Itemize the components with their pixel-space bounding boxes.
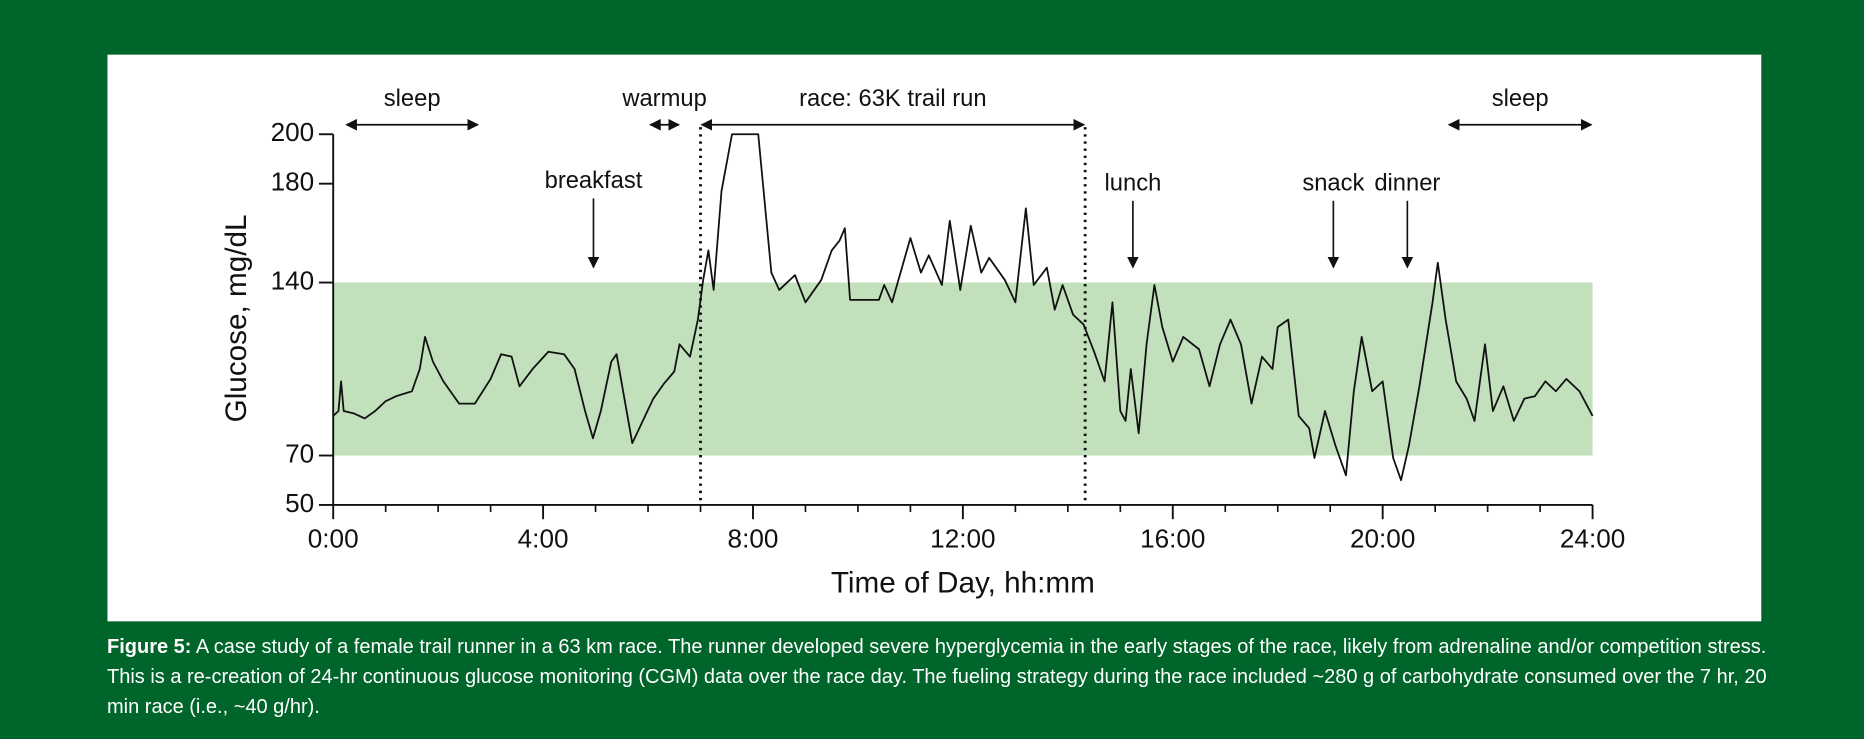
y-tick-label: 50 (285, 488, 314, 518)
y-tick-label: 70 (285, 438, 314, 468)
y-tick-label: 140 (271, 265, 315, 295)
event-label: dinner (1374, 169, 1440, 196)
x-tick-label: 12:00 (930, 523, 995, 553)
x-tick-label: 24:00 (1560, 523, 1625, 553)
x-axis-title: Time of Day, hh:mm (831, 566, 1095, 599)
target-range (333, 282, 1593, 456)
y-tick-label: 200 (271, 117, 315, 147)
x-tick-label: 8:00 (728, 523, 779, 553)
event-label: lunch (1105, 169, 1162, 196)
period-label: sleep (384, 85, 441, 112)
period-label: race: 63K trail run (799, 85, 986, 112)
caption: Figure 5: A case study of a female trail… (107, 632, 1767, 722)
x-tick-label: 20:00 (1350, 523, 1415, 553)
event-label: snack (1302, 169, 1364, 196)
y-tick-label: 180 (271, 167, 315, 197)
period-label: warmup (621, 85, 706, 112)
event-label: breakfast (545, 167, 643, 194)
x-tick-label: 16:00 (1140, 523, 1205, 553)
x-tick-label: 4:00 (518, 523, 569, 553)
glucose-line (332, 133, 1594, 482)
caption-text: A case study of a female trail runner in… (107, 636, 1767, 718)
y-axis-title: Glucose, mg/dL (220, 214, 253, 422)
caption-label: Figure 5: (107, 636, 192, 658)
x-tick-label: 0:00 (308, 523, 359, 553)
period-label: sleep (1492, 85, 1549, 112)
